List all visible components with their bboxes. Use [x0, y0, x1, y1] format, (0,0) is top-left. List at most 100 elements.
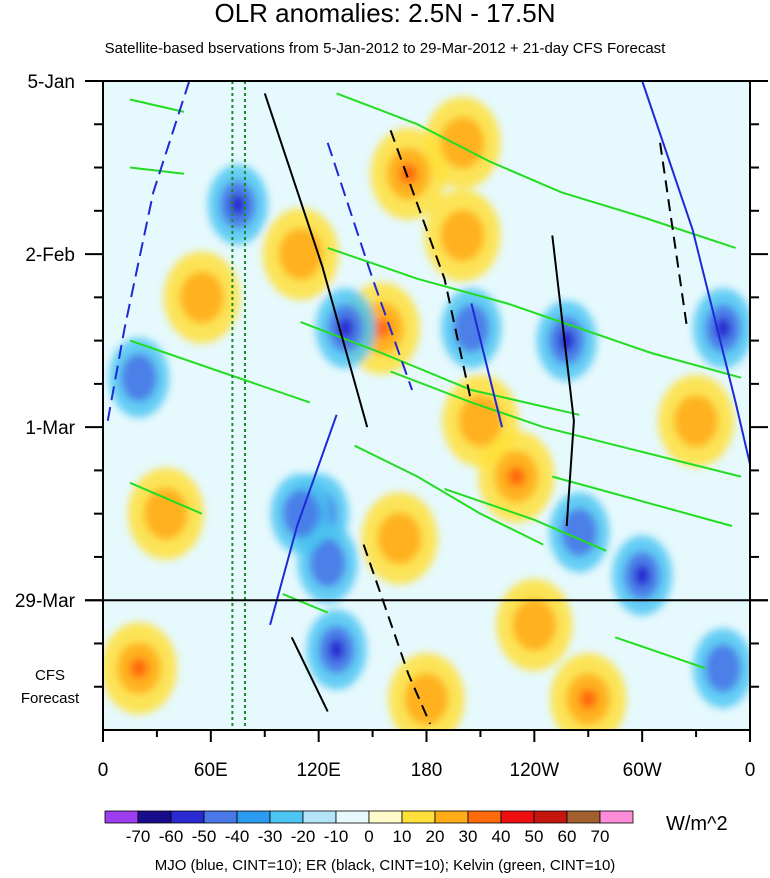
kelvin-contour: [327, 246, 742, 379]
kelvin-contour: [444, 487, 607, 552]
colorbar-tick-label: 40: [492, 827, 511, 846]
colorbar-tick-label: 60: [558, 827, 577, 846]
colorbar-swatch: [566, 810, 601, 824]
colorbar-tick-label: -70: [126, 827, 151, 846]
colorbar-swatch: [533, 810, 568, 824]
contour-legend: MJO (blue, CINT=10); ER (black, CINT=10)…: [154, 857, 616, 874]
colorbar-swatch: [467, 810, 502, 824]
colorbar-tick-label: 70: [591, 827, 610, 846]
forecast-label: CFS Forecast: [10, 664, 90, 710]
er-contour: [389, 130, 473, 403]
kelvin-contour: [354, 444, 544, 546]
kelvin-contour: [282, 593, 329, 614]
kelvin-contour: [129, 481, 203, 515]
positive-anomaly-core: [440, 116, 485, 169]
colorbar-tick-label: -40: [225, 827, 250, 846]
x-tick-label: 180: [411, 760, 443, 781]
kelvin-contour: [390, 370, 742, 478]
axis-ticks: 0 60E 120E 180 120W 60W 0 5-Jan 2-Feb 1-Mar 29-Mar: [15, 72, 768, 781]
positive-anomaly-core: [440, 209, 485, 262]
positive-anomaly-core: [404, 673, 449, 726]
kelvin-contour: [336, 92, 736, 249]
positive-anomaly-core: [458, 394, 503, 447]
chart-title: OLR anomalies: 2.5N - 17.5N: [214, 0, 556, 28]
forecast-label-line2: Forecast: [20, 690, 80, 707]
colorbar-tick-label: 30: [459, 827, 478, 846]
kelvin-contour: [129, 166, 185, 175]
er-contour: [362, 544, 432, 725]
colorbar-swatch: [335, 810, 370, 824]
kelvin-contour: [129, 98, 185, 113]
anomaly-blobs: [103, 96, 750, 730]
er-contour: [659, 142, 689, 329]
colorbar-swatch: [170, 810, 205, 824]
positive-anomaly-peak: [372, 318, 391, 339]
negative-anomaly-peak: [558, 329, 575, 352]
positive-anomaly-core: [143, 487, 188, 540]
colorbar-swatch: [368, 810, 403, 824]
negative-anomaly-peak: [328, 638, 345, 661]
colorbar-tick-label: 10: [393, 827, 412, 846]
x-tick-label: 120E: [296, 760, 340, 781]
negative-anomaly-peak: [634, 564, 651, 587]
positive-anomaly-core: [278, 228, 323, 281]
colorbar-swatch: [434, 810, 469, 824]
mjo-contour: [326, 142, 414, 391]
y-tick-label: 2-Feb: [25, 245, 75, 266]
kelvin-contour: [129, 339, 311, 404]
colorbar-tick-label: -30: [258, 827, 283, 846]
positive-anomaly-peak: [507, 466, 526, 487]
y-tick-label: 1-Mar: [25, 418, 75, 439]
x-tick-label: 60E: [194, 760, 228, 781]
er-contour: [263, 93, 369, 428]
mjo-contour: [470, 303, 503, 428]
colorbar-tick-label: 50: [525, 827, 544, 846]
colorbar-swatch: [236, 810, 271, 824]
colorbar-swatch: [203, 810, 238, 824]
positive-anomaly-core: [512, 598, 557, 651]
negative-anomaly-core: [309, 539, 346, 588]
colorbar-tick-label: -20: [291, 827, 316, 846]
olr-anomaly-field: [103, 96, 750, 730]
negative-anomaly-core: [453, 304, 490, 353]
positive-anomaly-core: [674, 394, 719, 447]
negative-anomaly-peak: [229, 193, 246, 216]
kelvin-contour: [552, 475, 733, 527]
chart-subtitle: Satellite-based bservations from 5-Jan-2…: [104, 40, 666, 57]
colorbar-swatch: [137, 810, 172, 824]
positive-anomaly-core: [377, 512, 422, 565]
colorbar-swatch: [104, 810, 139, 824]
colorbar-tick-label: -10: [324, 827, 349, 846]
negative-anomaly-core: [120, 353, 157, 402]
colorbar-tick-label: -50: [192, 827, 217, 846]
mjo-contour: [269, 414, 338, 626]
colorbar-tick-label: 20: [426, 827, 445, 846]
colorbar-tick-label: 0: [364, 827, 373, 846]
colorbar-swatch: [302, 810, 337, 824]
negative-anomaly-core: [705, 644, 742, 693]
reference-lines: [231, 81, 246, 730]
er-contour: [551, 235, 575, 527]
x-tick-label: 0: [745, 760, 756, 781]
colorbar-swatch: [500, 810, 535, 824]
positive-anomaly-peak: [399, 163, 418, 184]
kelvin-contour: [614, 636, 706, 670]
mjo-contour: [105, 81, 191, 428]
negative-anomaly-core: [561, 508, 598, 557]
x-tick-label: 60W: [623, 760, 662, 781]
colorbar-swatch: [599, 810, 634, 824]
y-tick-label: 29-Mar: [15, 591, 76, 612]
colorbar-swatch: [269, 810, 304, 824]
wave-contours: [105, 81, 750, 725]
x-tick-label: 0: [98, 760, 109, 781]
colorbar-tick-label: -60: [159, 827, 184, 846]
forecast-label-line1: CFS: [35, 667, 65, 684]
er-contour: [290, 636, 329, 712]
colorbar-swatch: [401, 810, 436, 824]
positive-anomaly-core: [179, 271, 224, 324]
mjo-contour: [641, 81, 750, 465]
x-tick-label: 120W: [510, 760, 560, 781]
positive-anomaly-peak: [129, 658, 148, 679]
y-tick-label: 5-Jan: [27, 72, 75, 93]
